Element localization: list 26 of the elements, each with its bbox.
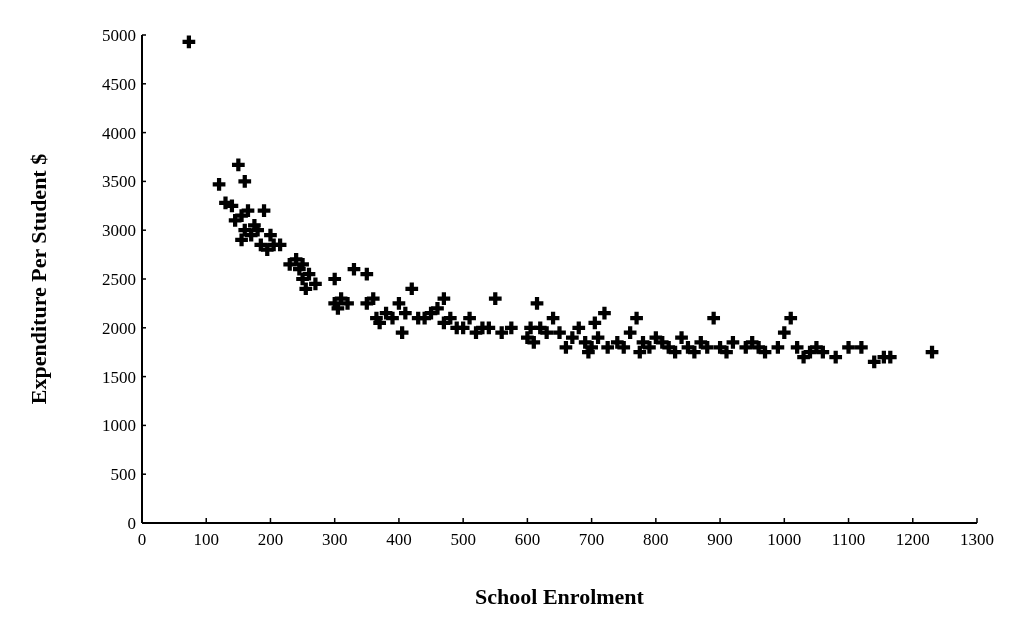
x-axis-title: School Enrolment [475,584,645,609]
x-tick-label: 800 [643,530,669,549]
x-tick-label: 700 [578,530,605,549]
y-tick-label: 3500 [102,172,136,192]
x-tick-label: 600 [514,530,541,549]
x-tick-label: 100 [193,530,219,549]
x-tick-label: 1200 [895,530,930,549]
y-tick-label: 1500 [102,367,136,387]
y-tick-label: 500 [110,465,136,485]
y-tick-label: 2000 [102,318,136,338]
x-tick-label: 900 [707,530,733,549]
x-tick-label: 400 [386,530,412,549]
x-tick-label: 500 [450,530,476,549]
x-tick-label: 1000 [767,530,802,549]
y-tick-label: 4500 [102,74,136,94]
y-tick-label: 2500 [102,269,136,289]
y-tick-label: 1000 [102,416,136,436]
y-tick-label: 0 [127,513,136,533]
y-tick-label: 3000 [102,221,136,241]
y-tick-label: 5000 [102,25,136,45]
x-tick-label: 200 [257,530,284,549]
y-axis-title: Expenditure Per Student $ [26,153,51,405]
x-tick-label: 300 [321,530,348,549]
y-tick-label: 4000 [102,123,136,143]
x-tick-label: 1300 [960,530,994,549]
x-tick-label: 1100 [831,530,866,549]
